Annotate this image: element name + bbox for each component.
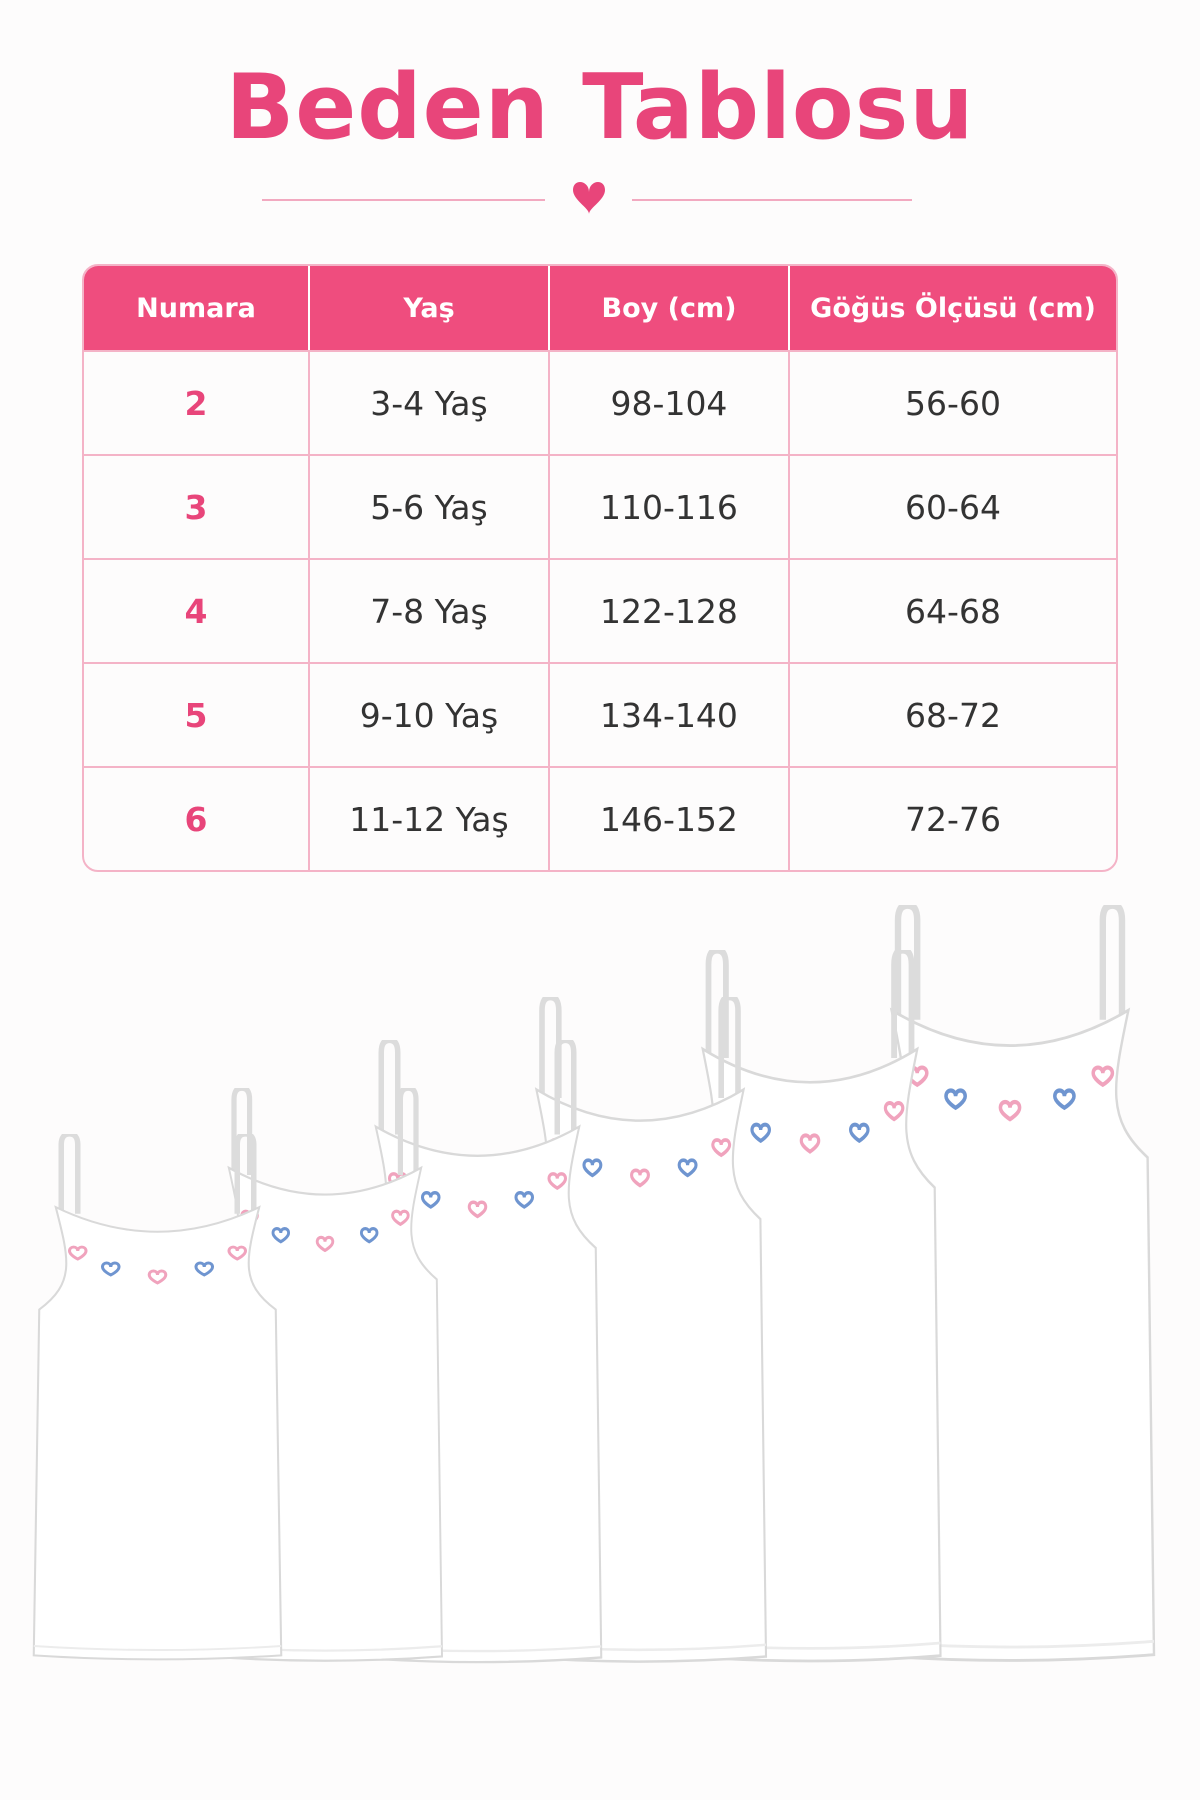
- cell: 6: [84, 766, 310, 870]
- cell: 7-8 Yaş: [310, 558, 550, 662]
- cell: 122-128: [550, 558, 790, 662]
- cell: 5-6 Yaş: [310, 454, 550, 558]
- column-header: Göğüs Ölçüsü (cm): [790, 266, 1116, 350]
- divider: [262, 181, 912, 214]
- cell: 110-116: [550, 454, 790, 558]
- product-illustration: [0, 880, 1200, 1800]
- title: Beden Tablosu: [225, 55, 975, 160]
- cell: 11-12 Yaş: [310, 766, 550, 870]
- cell: 68-72: [790, 662, 1116, 766]
- cell: 64-68: [790, 558, 1116, 662]
- cell: 3-4 Yaş: [310, 350, 550, 454]
- column-header: Boy (cm): [550, 266, 790, 350]
- cell: 60-64: [790, 454, 1116, 558]
- column-header: Yaş: [310, 266, 550, 350]
- cell: 98-104: [550, 350, 790, 454]
- cell: 56-60: [790, 350, 1116, 454]
- cell: 72-76: [790, 766, 1116, 870]
- cell: 5: [84, 662, 310, 766]
- cell: 146-152: [550, 766, 790, 870]
- cell: 9-10 Yaş: [310, 662, 550, 766]
- cell: 4: [84, 558, 310, 662]
- column-header: Numara: [84, 266, 310, 350]
- cell: 3: [84, 454, 310, 558]
- cell: 134-140: [550, 662, 790, 766]
- cell: 2: [84, 350, 310, 454]
